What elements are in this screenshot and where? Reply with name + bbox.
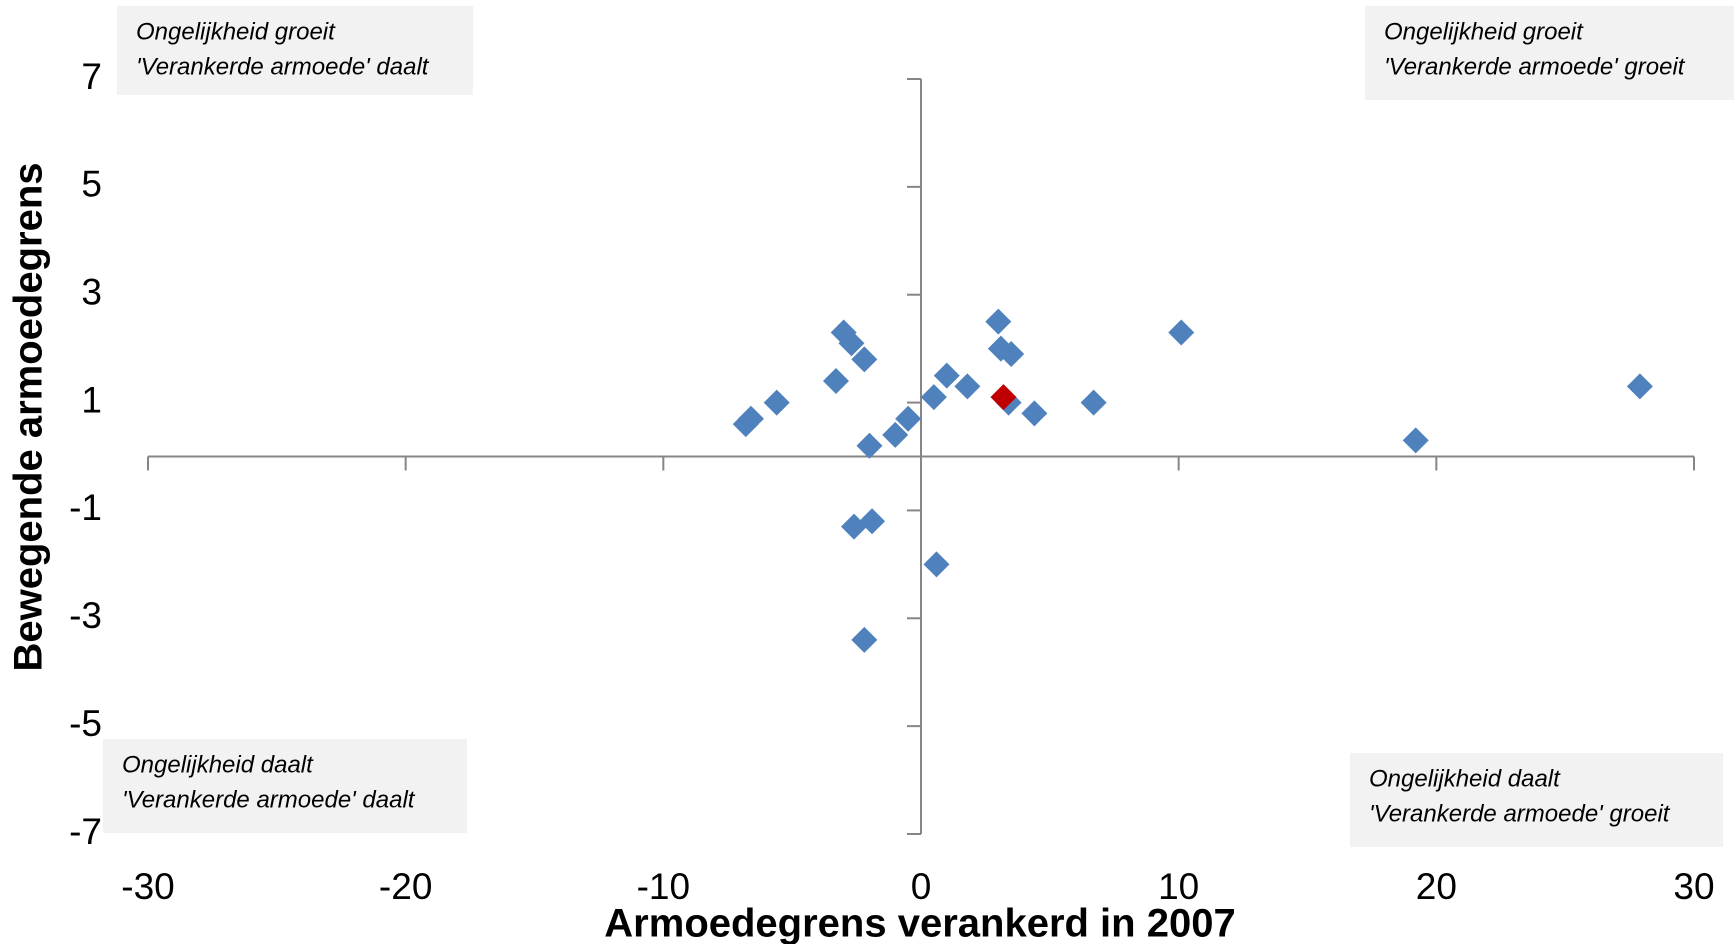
annotation: 'Verankerde armoede' groeit <box>1384 53 1686 80</box>
annotation: 'Verankerde armoede' daalt <box>122 786 416 813</box>
point <box>920 384 947 411</box>
point <box>822 368 849 394</box>
point <box>923 551 950 578</box>
y-tick-label: 7 <box>81 56 102 97</box>
point <box>763 389 790 416</box>
annotation: Ongelijkheid daalt <box>1369 765 1561 792</box>
x-tick-label: -30 <box>121 866 174 907</box>
x-tick-label: 0 <box>911 866 932 907</box>
point <box>838 330 865 357</box>
annotation: Ongelijkheid daalt <box>122 751 314 778</box>
annotation-box <box>103 739 467 833</box>
y-tick-label: 5 <box>81 164 102 205</box>
annotation: Ongelijkheid groeit <box>136 18 336 45</box>
y-tick-label: -5 <box>69 703 102 744</box>
point <box>851 346 878 373</box>
point <box>998 341 1025 368</box>
point <box>851 626 878 653</box>
point <box>1168 319 1195 346</box>
point <box>1626 373 1653 400</box>
annotation: 'Verankerde armoede' groeit <box>1369 800 1671 827</box>
annotation: Ongelijkheid groeit <box>1384 18 1584 45</box>
x-tick-label: 10 <box>1158 866 1199 907</box>
y-tick-label: 3 <box>81 271 102 312</box>
x-tick-label: -10 <box>637 866 690 907</box>
point <box>859 508 886 535</box>
x-tick-label: -20 <box>379 866 432 907</box>
point <box>1402 427 1429 454</box>
point <box>1080 389 1107 416</box>
point <box>933 362 960 389</box>
point <box>737 405 764 432</box>
point <box>895 405 922 432</box>
annotation-box <box>1365 6 1734 100</box>
y-tick-label: -7 <box>69 811 102 852</box>
y-tick-label: -3 <box>69 595 102 636</box>
annotation-box <box>1350 753 1723 847</box>
annotation: 'Verankerde armoede' daalt <box>136 53 430 80</box>
point <box>856 432 883 459</box>
point <box>954 373 981 400</box>
point <box>1021 400 1048 427</box>
x-tick-label: 20 <box>1416 866 1457 907</box>
x-tick-label: 30 <box>1673 866 1714 907</box>
y-tick-label: -1 <box>69 487 102 528</box>
y-axis-label: Bewegende armoedegrens <box>7 162 51 671</box>
point <box>882 421 909 448</box>
annotation-box <box>117 6 473 95</box>
y-tick-label: 1 <box>81 379 102 420</box>
point <box>990 384 1017 411</box>
point <box>985 308 1012 335</box>
x-axis-label: Armoedegrens verankerd in 2007 <box>604 902 1235 944</box>
